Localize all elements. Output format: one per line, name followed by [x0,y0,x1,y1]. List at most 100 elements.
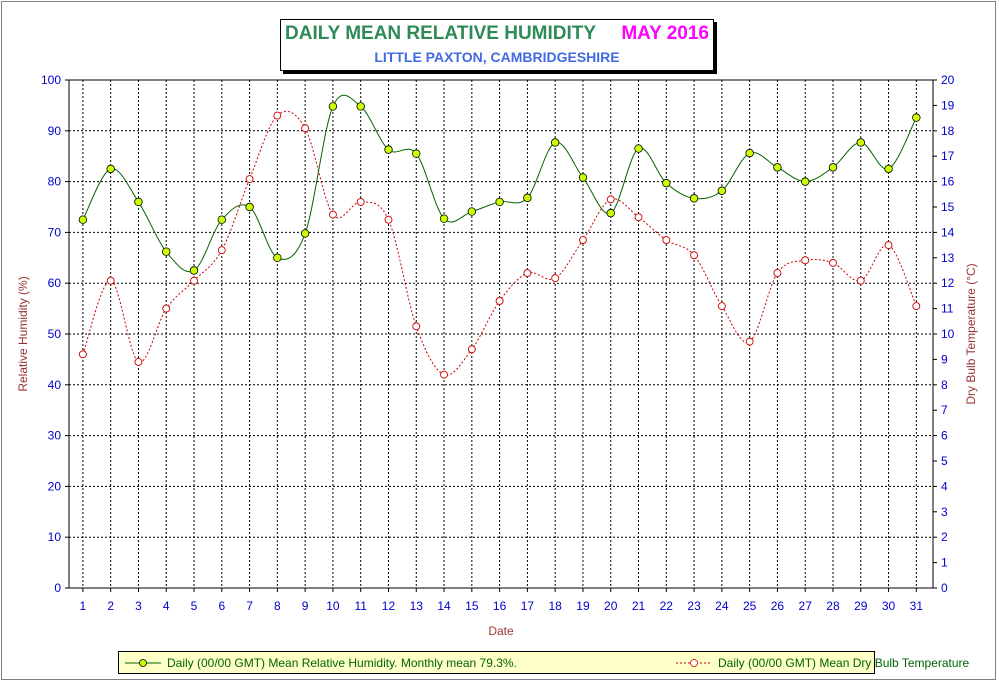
x-tick-label: 24 [715,599,729,613]
y2-tick-label: 3 [941,505,948,519]
temp-point [134,357,143,366]
temp-point [356,197,365,206]
x-tick-label: 4 [163,599,170,613]
x-tick-label: 21 [632,599,646,613]
y-tick-label: 90 [48,124,62,138]
y2-tick-label: 17 [941,149,955,163]
x-tick-label: 19 [576,599,590,613]
temp-point [745,337,754,346]
x-tick-label: 2 [107,599,114,613]
y2-tick-label: 16 [941,175,955,189]
x-tick-label: 27 [799,599,813,613]
rh-point [662,178,671,188]
rh-point [300,229,310,238]
rh-point [773,163,782,172]
temp-point [301,124,310,133]
legend-rh-label: Daily (00/00 GMT) Mean Relative Humidity… [167,656,517,670]
x-tick-label: 1 [80,599,87,613]
temp-point [690,251,699,260]
rh-point [856,138,865,147]
y-tick-label: 40 [48,378,62,392]
rh-point [523,193,532,203]
temp-point [662,236,671,244]
x-tick-label: 25 [743,599,757,613]
rh-point [189,266,199,275]
temp-point [467,345,476,354]
rh-point [356,102,365,111]
rh-point [245,202,254,212]
rh-point [467,207,477,216]
x-tick-label: 3 [135,599,142,613]
y2-tick-label: 15 [941,200,955,214]
x-tick-label: 22 [660,599,674,613]
grid-layer [69,80,933,588]
x-tick-label: 31 [910,599,924,613]
x-tick-label: 9 [302,599,309,613]
temp-point [78,350,87,359]
y2-tick-label: 4 [941,479,948,493]
x-tick-label: 20 [604,599,618,613]
chart-subtitle: LITTLE PAXTON, CAMBRIDGESHIRE [374,49,620,65]
y-tick-label: 0 [54,581,61,595]
x-tick-label: 29 [854,599,868,613]
temp-point [773,269,782,277]
rh-point [689,194,699,203]
temp-point [856,276,865,285]
rh-point [384,145,393,154]
chart-title: DAILY MEAN RELATIVE HUMIDITY [285,23,597,44]
y-tick-label: 70 [48,225,62,239]
temp-point [523,269,532,277]
x-axis-label: Date [488,624,514,638]
rh-point [884,164,893,174]
x-tick-label: 6 [218,599,225,613]
rh-point [134,197,143,207]
rh-point [78,215,88,224]
legend-temp-symbol [676,659,712,667]
y2-tick-label: 13 [941,251,955,265]
temp-point [606,195,615,204]
x-tick-label: 5 [191,599,198,613]
rh-point [578,173,588,182]
rh-point [495,197,504,207]
temp-point [328,210,337,219]
x-tick-label: 8 [274,599,281,613]
y2-tick-label: 10 [941,327,955,341]
axis-layer: 0102030405060708090100012345678910111213… [41,73,955,613]
y-axis-label: Relative Humidity (%) [16,276,30,391]
chart-title-box: DAILY MEAN RELATIVE HUMIDITY MAY 2016 LI… [280,19,714,71]
x-tick-label: 11 [354,599,367,613]
temp-point [801,256,810,265]
x-tick-label: 23 [687,599,701,613]
temp-point [551,274,560,283]
rh-point [745,148,754,158]
rh-point [412,149,421,158]
rh-point [550,138,560,147]
rh-point [273,253,282,262]
y2-tick-label: 5 [941,454,948,468]
temp-point [162,304,171,313]
x-tick-label: 17 [521,599,535,613]
y2-tick-label: 14 [941,225,955,239]
rh-point [912,113,921,122]
rh-point [606,208,615,218]
temp-point [273,111,282,120]
y2-tick-label: 1 [941,556,948,570]
rh-point [106,164,115,174]
temp-point [412,322,421,331]
y-tick-label: 100 [41,73,61,87]
rh-point [162,247,171,256]
temp-point [634,213,643,222]
legend-temp-label: Daily (00/00 GMT) Mean Dry Bulb Temperat… [718,656,970,670]
rh-point [439,214,449,223]
x-tick-label: 12 [382,599,396,613]
series-layer [78,94,921,379]
rh-point [717,186,727,195]
chart-period: MAY 2016 [621,23,709,44]
y2-tick-label: 11 [941,302,954,316]
y2-tick-label: 6 [941,429,948,443]
temp-point [106,276,115,285]
y2-tick-label: 19 [941,98,955,112]
y-tick-label: 30 [48,429,62,443]
